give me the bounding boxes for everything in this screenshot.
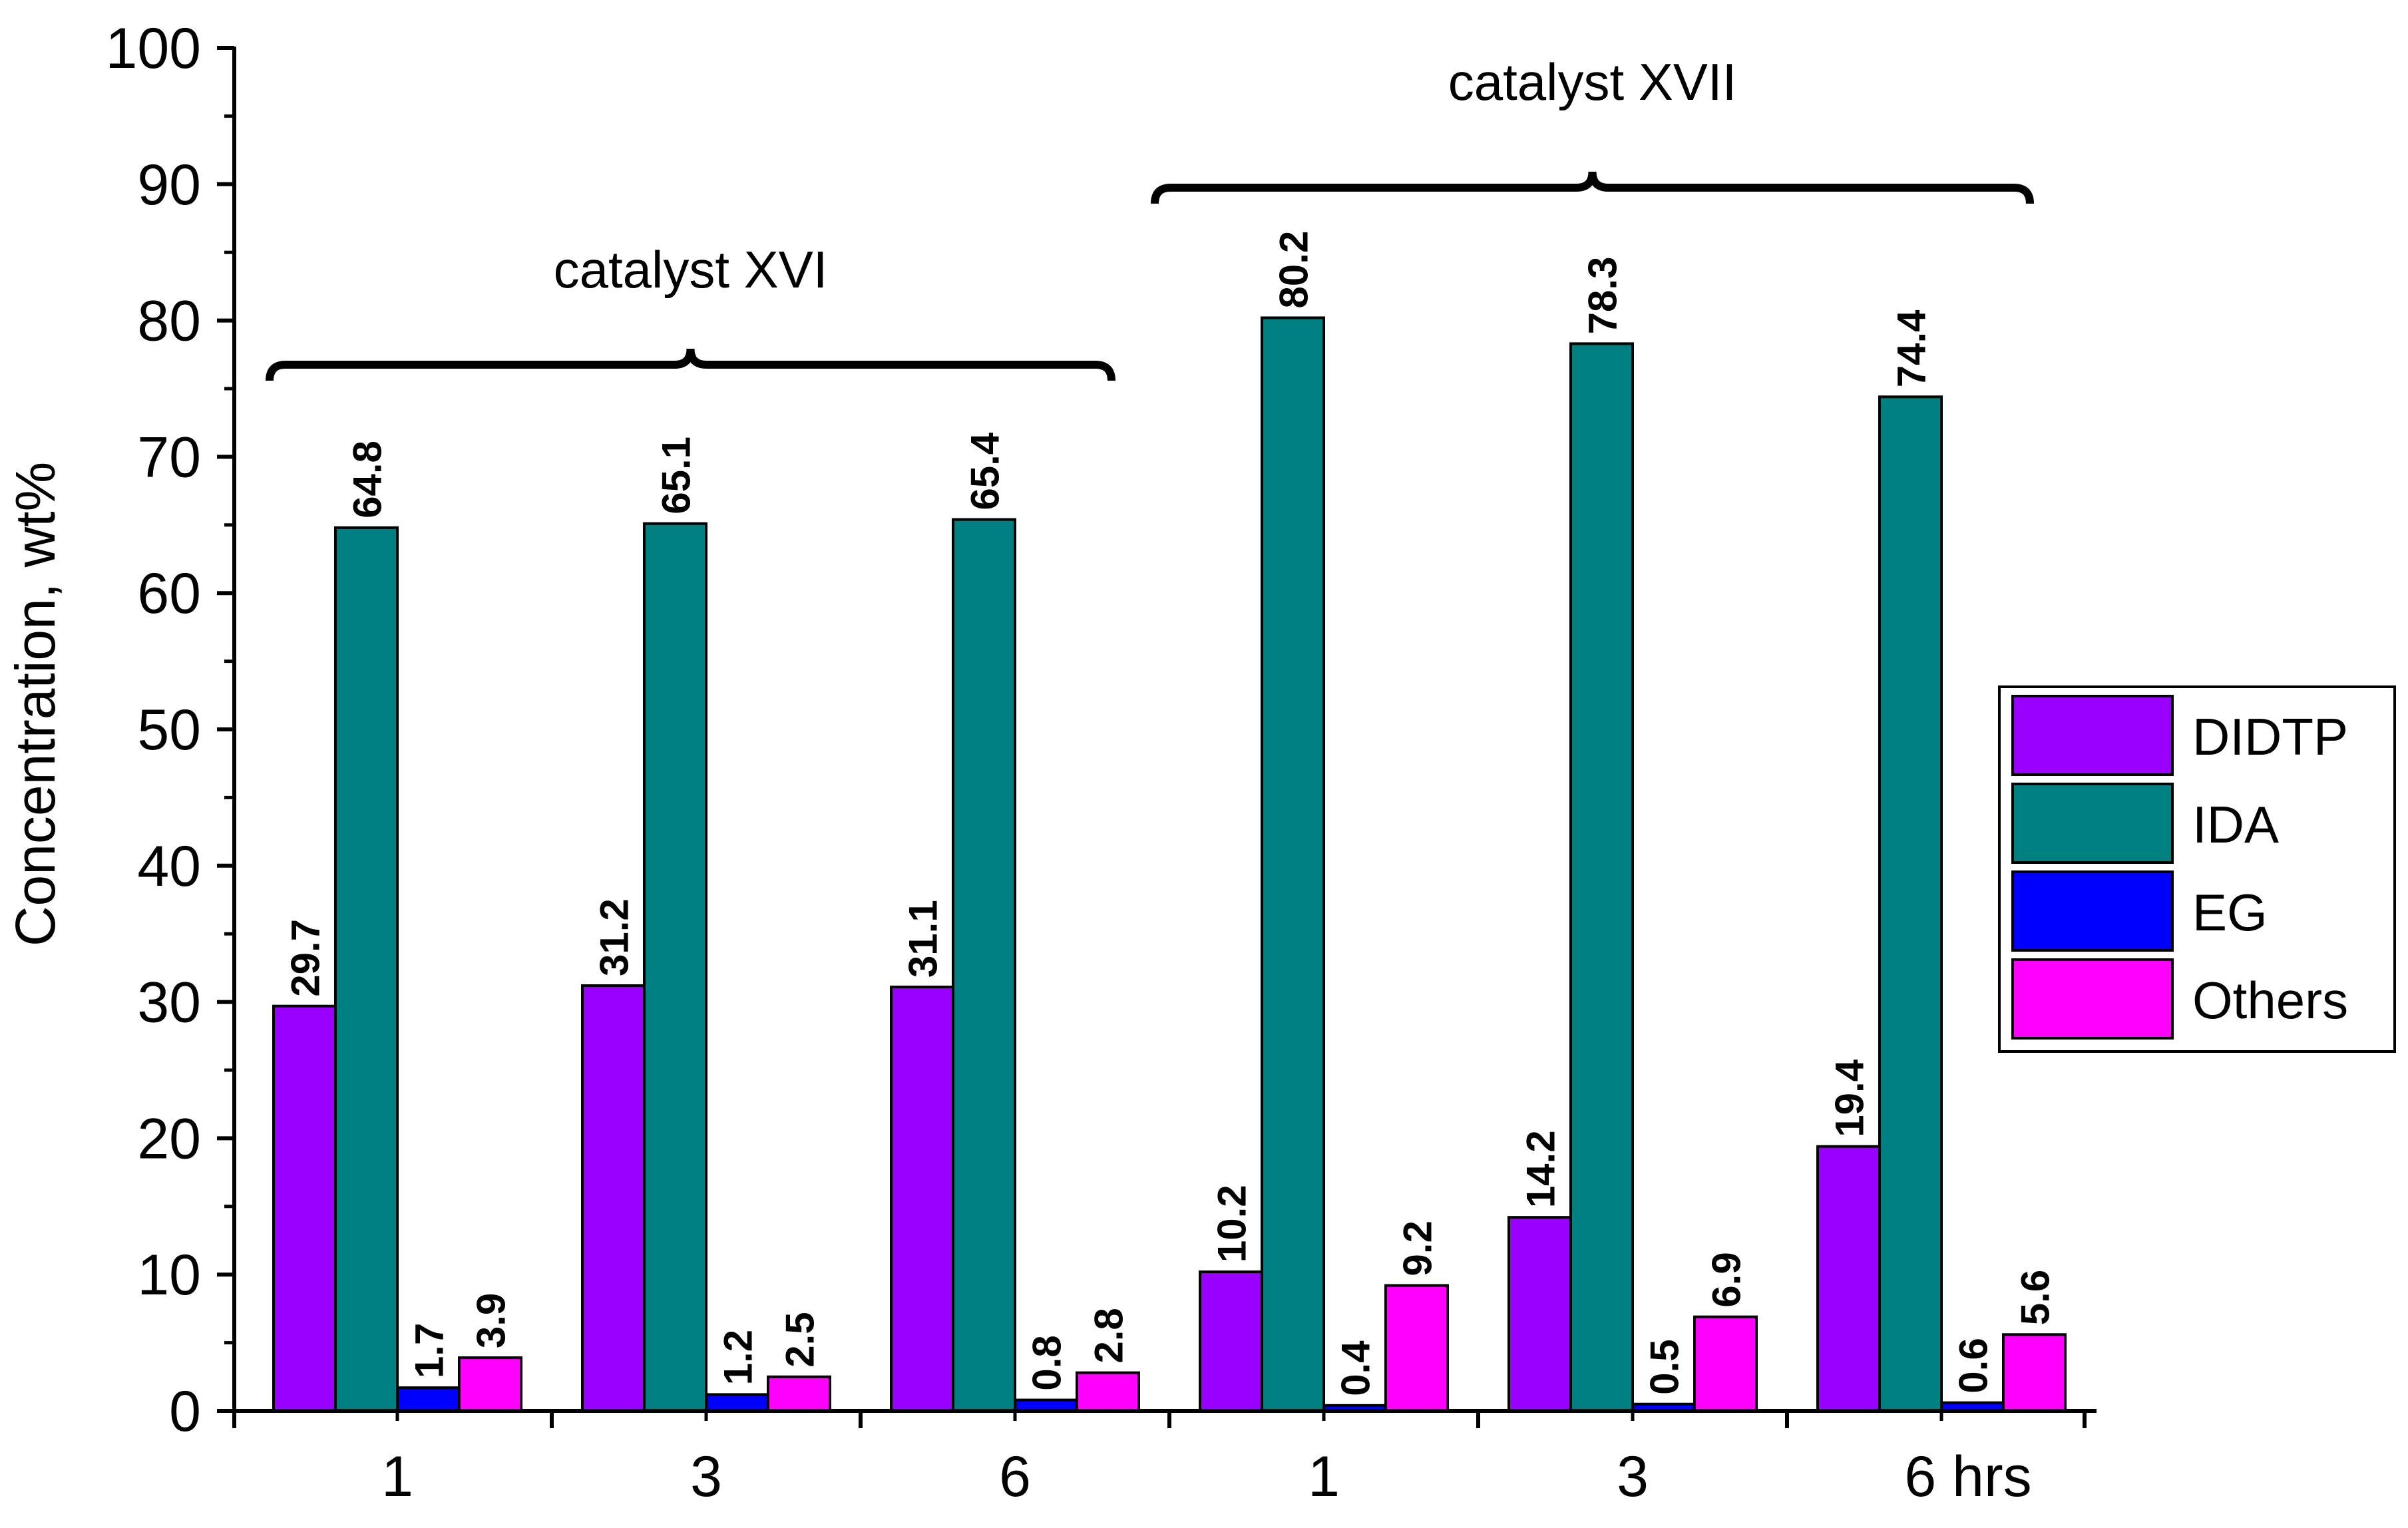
bar-label-ida-4: 80.2 <box>1272 231 1316 309</box>
bar-ida-6 <box>1878 395 1943 1413</box>
y-tick-label: 80 <box>137 289 201 353</box>
legend-label-others: Others <box>2192 971 2348 1030</box>
y-tick-label: 30 <box>137 971 201 1035</box>
bar-label-didtp-3: 31.1 <box>901 900 946 978</box>
bar-others-5 <box>1693 1315 1758 1412</box>
y-tick-label: 0 <box>169 1380 201 1443</box>
bar-ida-5 <box>1569 342 1634 1412</box>
bar-others-3 <box>1076 1371 1140 1413</box>
bar-ida-3 <box>952 518 1016 1412</box>
bar-label-didtp-5: 14.2 <box>1519 1130 1563 1208</box>
x-tick-label: 3 <box>690 1445 722 1509</box>
legend-label-eg: EG <box>2192 883 2268 942</box>
bar-label-ida-3: 65.4 <box>963 432 1008 510</box>
y-tick-label: 50 <box>137 698 201 762</box>
bar-label-others-5: 6.9 <box>1705 1252 1749 1307</box>
group-label-catalyst-xvi: catalyst XVI <box>554 240 828 299</box>
bar-label-eg-1: 1.7 <box>407 1323 452 1378</box>
bar-didtp-1 <box>272 1004 337 1412</box>
bar-didtp-2 <box>581 984 646 1413</box>
bars-layer <box>272 316 2067 1413</box>
bar-didtp-6 <box>1816 1145 1881 1412</box>
y-tick-label: 20 <box>137 1107 201 1171</box>
bar-label-eg-5: 0.5 <box>1643 1339 1687 1394</box>
x-tick-label: 6 hrs <box>1904 1445 2031 1509</box>
bar-others-2 <box>767 1375 831 1413</box>
bar-label-didtp-4: 10.2 <box>1210 1185 1255 1262</box>
legend-swatch-didtp <box>2011 695 2174 776</box>
bar-label-didtp-1: 29.7 <box>284 919 328 997</box>
legend: DIDTP IDA EG Others <box>1998 685 2396 1053</box>
bar-label-ida-5: 78.3 <box>1581 257 1625 335</box>
y-axis-title: Concentration, wt% <box>4 462 67 946</box>
legend-label-didtp: DIDTP <box>2192 707 2348 766</box>
y-tick-label: 70 <box>137 425 201 489</box>
bar-ida-1 <box>334 526 399 1412</box>
bar-didtp-5 <box>1507 1216 1572 1412</box>
y-tick-label: 10 <box>137 1243 201 1307</box>
group-label-catalyst-xvii: catalyst XVII <box>1448 53 1737 111</box>
bar-others-1 <box>458 1356 522 1413</box>
bar-labels-layer: 29.7 64.8 1.7 3.9 31.2 65.1 1.2 2.5 31.1 65.4 0.8 2… <box>284 231 2058 1396</box>
x-tick-label: 1 <box>1308 1445 1340 1509</box>
bar-label-others-2: 2.5 <box>778 1312 823 1367</box>
y-tick-label: 90 <box>137 153 201 217</box>
bar-didtp-3 <box>890 986 954 1412</box>
x-tick-label: 3 <box>1617 1445 1649 1509</box>
legend-swatch-eg <box>2011 870 2174 952</box>
bar-label-eg-3: 0.8 <box>1025 1335 1070 1390</box>
y-tick-label: 100 <box>106 17 202 81</box>
group-brace-catalyst-xvi <box>266 348 1115 381</box>
bar-ida-4 <box>1261 316 1325 1412</box>
bar-label-ida-1: 64.8 <box>345 441 390 518</box>
bar-label-others-4: 9.2 <box>1396 1221 1440 1276</box>
bar-others-6 <box>2002 1333 2067 1413</box>
y-tick-label: 60 <box>137 562 201 626</box>
axes-layer: 0 10 20 30 40 50 60 70 80 90 100 1 3 6 1 3 6 hrs <box>106 17 2097 1509</box>
x-tick-label: 6 <box>999 1445 1031 1509</box>
bar-eg-1 <box>396 1386 461 1413</box>
bar-label-eg-6: 0.6 <box>1951 1338 1996 1393</box>
bar-eg-2 <box>705 1393 769 1413</box>
y-tick-label: 40 <box>137 835 201 898</box>
bar-ida-2 <box>643 522 707 1413</box>
bar-label-eg-4: 0.4 <box>1334 1340 1378 1396</box>
legend-label-ida: IDA <box>2192 795 2279 854</box>
bar-label-others-3: 2.8 <box>1087 1308 1131 1363</box>
bar-label-ida-6: 74.4 <box>1890 309 1934 387</box>
bar-label-didtp-6: 19.4 <box>1828 1059 1872 1137</box>
bar-label-others-6: 5.6 <box>2013 1270 2058 1325</box>
bar-others-4 <box>1384 1284 1449 1412</box>
bar-label-didtp-2: 31.2 <box>592 898 637 976</box>
group-brackets-layer: catalyst XVI catalyst XVII <box>266 53 2034 381</box>
bar-label-ida-2: 65.1 <box>654 437 699 514</box>
group-brace-catalyst-xvii <box>1151 171 2034 204</box>
legend-swatch-others <box>2011 958 2174 1040</box>
bar-didtp-4 <box>1199 1270 1263 1412</box>
legend-swatch-ida <box>2011 783 2174 864</box>
bar-label-eg-2: 1.2 <box>716 1330 761 1385</box>
x-tick-label: 1 <box>381 1445 413 1509</box>
bar-label-others-1: 3.9 <box>469 1293 514 1348</box>
